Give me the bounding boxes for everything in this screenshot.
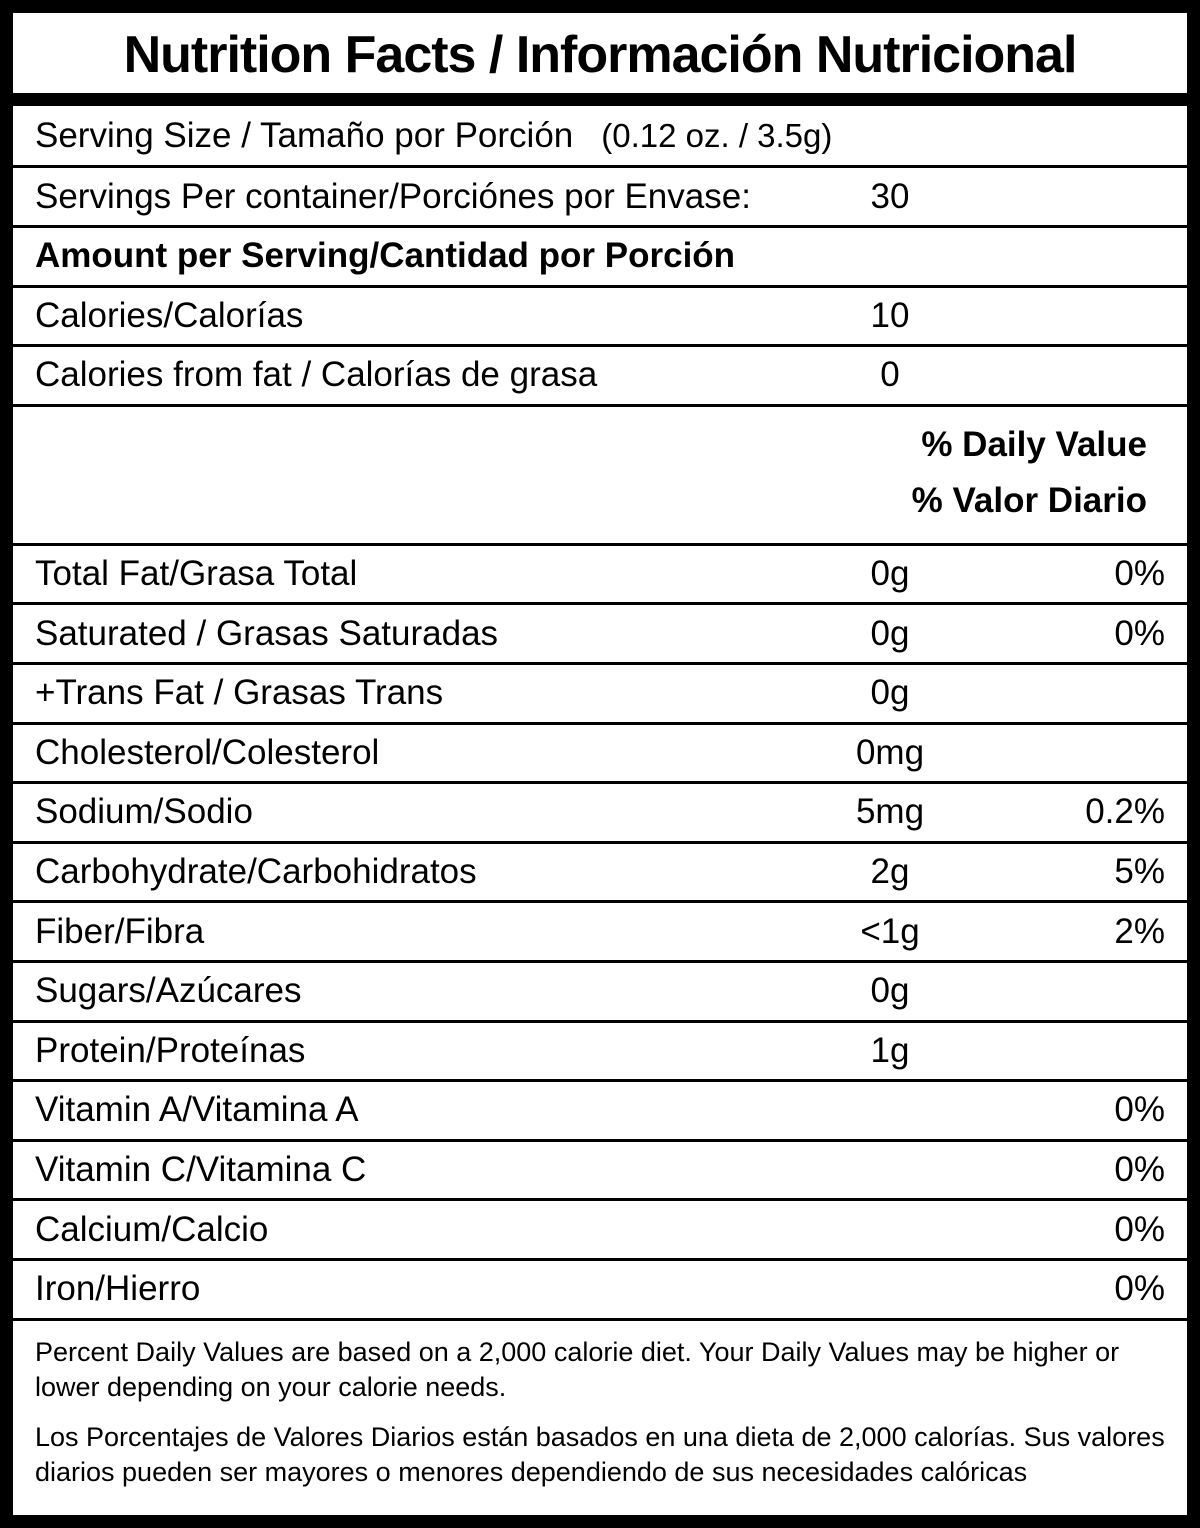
calories-label: Calories/Calorías: [35, 295, 304, 335]
footnote-spanish: Los Porcentajes de Valores Diarios están…: [35, 1421, 1165, 1488]
nutrient-amount: 5mg: [855, 792, 925, 832]
nutrient-row: +Trans Fat / Grasas Trans 0g: [13, 661, 1187, 722]
footnotes: Percent Daily Values are based on a 2,00…: [13, 1317, 1187, 1516]
nutrient-label: Sodium/Sodio: [35, 792, 253, 832]
nutrient-row: Fiber/Fibra <1g 2%: [13, 900, 1187, 960]
calories-from-fat-row: Calories from fat / Calorías de grasa 0: [13, 344, 1187, 404]
nutrient-row: Total Fat/Grasa Total 0g 0%: [13, 542, 1187, 603]
nutrient-label: Fiber/Fibra: [35, 911, 205, 951]
calories-from-fat-value: 0: [880, 355, 900, 395]
servings-per-container-label: Servings Per container/Porciónes por Env…: [35, 176, 751, 216]
label-title: Nutrition Facts / Información Nutriciona…: [123, 26, 1078, 84]
nutrient-amount: <1g: [860, 911, 920, 951]
serving-size-value: (0.12 oz. / 3.5g): [601, 116, 833, 154]
serving-size-label: Serving Size / Tamaño por Porción: [35, 115, 574, 155]
nutrient-row: Saturated / Grasas Saturadas 0g 0%: [13, 602, 1187, 662]
nutrient-row: Protein/Proteínas 1g: [13, 1019, 1187, 1080]
nutrient-amount: 0g: [870, 673, 910, 713]
nutrient-row: Iron/Hierro 0%: [13, 1257, 1187, 1318]
nutrient-dv: 2%: [1114, 911, 1165, 951]
daily-value-header-es: % Valor Diario: [911, 480, 1147, 520]
nutrient-amount: 0g: [870, 553, 910, 593]
amount-per-serving-header: Amount per Serving/Cantidad por Porción: [13, 225, 1187, 285]
nutrient-label: Protein/Proteínas: [35, 1030, 306, 1070]
nutrient-label: Vitamin C/Vitamina C: [35, 1149, 367, 1189]
nutrient-label: Iron/Hierro: [35, 1269, 201, 1309]
nutrient-row: Sugars/Azúcares 0g: [13, 959, 1187, 1020]
nutrient-dv: 0%: [1114, 1090, 1165, 1130]
nutrient-amount: 2g: [870, 851, 910, 891]
nutrient-dv: 0%: [1114, 1209, 1165, 1249]
nutrient-dv: 0%: [1114, 613, 1165, 653]
nutrient-amount: 1g: [870, 1030, 910, 1070]
title-separator-bar: [13, 93, 1187, 107]
nutrient-row: Carbohydrate/Carbohidratos 2g 5%: [13, 840, 1187, 901]
nutrient-row: Cholesterol/Colesterol 0mg: [13, 721, 1187, 782]
nutrient-label: Vitamin A/Vitamina A: [35, 1090, 359, 1130]
calories-from-fat-label: Calories from fat / Calorías de grasa: [35, 355, 598, 395]
nutrient-label: Calcium/Calcio: [35, 1209, 269, 1249]
nutrient-dv: 0%: [1114, 1269, 1165, 1309]
nutrient-label: Sugars/Azúcares: [35, 971, 302, 1011]
nutrient-row: Vitamin C/Vitamina C 0%: [13, 1138, 1187, 1199]
servings-per-container-value: 30: [870, 176, 910, 216]
nutrient-amount: 0g: [870, 613, 910, 653]
serving-size-row: Serving Size / Tamaño por Porción (0.12 …: [13, 106, 1187, 165]
nutrient-row: Calcium/Calcio 0%: [13, 1198, 1187, 1258]
nutrient-row: Sodium/Sodio 5mg 0.2%: [13, 781, 1187, 841]
nutrient-dv: 0.2%: [1085, 792, 1165, 832]
nutrient-amount: 0g: [870, 971, 910, 1011]
daily-value-header: % Daily Value % Valor Diario: [13, 403, 1187, 543]
footnote-english: Percent Daily Values are based on a 2,00…: [35, 1336, 1120, 1403]
nutrient-label: Cholesterol/Colesterol: [35, 732, 380, 772]
servings-per-container-row: Servings Per container/Porciónes por Env…: [13, 165, 1187, 225]
nutrient-label: Saturated / Grasas Saturadas: [35, 613, 499, 653]
nutrient-amount: 0mg: [855, 732, 925, 772]
calories-value: 10: [870, 295, 910, 335]
nutrient-label: Total Fat/Grasa Total: [35, 553, 358, 593]
nutrient-dv: 5%: [1114, 851, 1165, 891]
nutrient-label: +Trans Fat / Grasas Trans: [35, 673, 444, 713]
daily-value-header-en: % Daily Value: [921, 424, 1147, 464]
nutrient-row: Vitamin A/Vitamina A 0%: [13, 1079, 1187, 1139]
nutrient-label: Carbohydrate/Carbohidratos: [35, 851, 477, 891]
nutrient-dv: 0%: [1114, 553, 1165, 593]
calories-row: Calories/Calorías 10: [13, 284, 1187, 345]
nutrient-dv: 0%: [1114, 1149, 1165, 1189]
